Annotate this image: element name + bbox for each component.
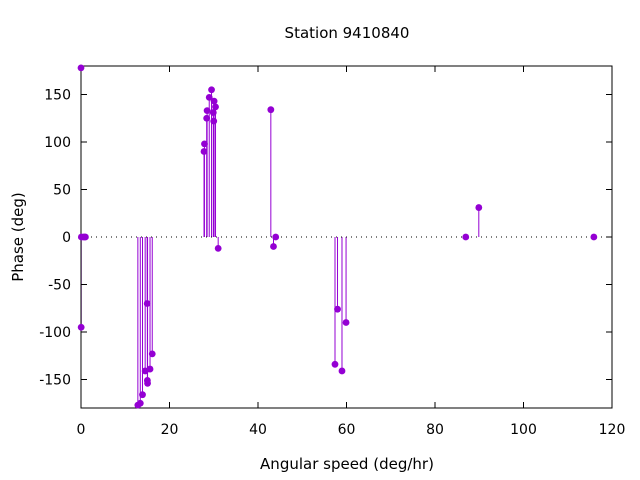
data-point <box>82 233 89 241</box>
data-point <box>200 148 208 155</box>
data-point <box>338 367 346 375</box>
y-axis: -150 -100 -50 0 50 100 150 <box>39 88 612 389</box>
data-point <box>201 140 208 148</box>
x-tick-label: 80 <box>426 422 444 438</box>
data-point <box>331 360 339 368</box>
data-point <box>136 399 144 407</box>
data-point <box>475 204 483 211</box>
data-point <box>209 109 217 116</box>
data-points <box>77 64 598 409</box>
data-point <box>148 350 156 358</box>
x-tick-label: 120 <box>599 422 626 438</box>
data-point <box>146 365 154 373</box>
data-point <box>77 64 85 72</box>
data-point <box>272 233 280 241</box>
x-tick-label: 100 <box>510 422 537 438</box>
x-axis: 0 20 40 60 80 100 120 <box>77 66 626 438</box>
data-point <box>210 97 218 105</box>
data-point <box>334 305 341 313</box>
data-point <box>139 391 146 399</box>
y-axis-label: Phase (deg) <box>9 192 27 282</box>
chart-title: Station 9410840 <box>285 24 410 42</box>
data-point <box>208 86 215 94</box>
data-point <box>143 300 151 307</box>
data-point <box>590 233 598 241</box>
y-tick-label: -150 <box>39 373 71 389</box>
data-point <box>203 114 211 122</box>
data-point <box>77 323 85 331</box>
x-tick-label: 60 <box>338 422 356 438</box>
y-tick-label: 100 <box>44 135 71 151</box>
data-point <box>270 243 277 250</box>
data-point <box>212 103 219 111</box>
data-point <box>144 379 151 387</box>
x-tick-label: 40 <box>249 422 267 438</box>
y-tick-label: 150 <box>44 88 71 104</box>
data-point <box>462 233 470 241</box>
y-tick-label: -50 <box>48 278 71 294</box>
data-point <box>214 245 222 252</box>
x-tick-label: 0 <box>77 422 86 438</box>
data-point <box>342 319 350 326</box>
impulse-lines <box>80 67 480 406</box>
x-axis-label: Angular speed (deg/hr) <box>260 455 434 473</box>
y-tick-label: -100 <box>39 325 71 341</box>
data-point <box>210 117 218 125</box>
y-tick-label: 50 <box>53 183 71 199</box>
data-point <box>267 106 275 114</box>
data-point <box>205 93 213 101</box>
data-point <box>203 107 211 115</box>
x-tick-label: 20 <box>161 422 179 438</box>
y-tick-label: 0 <box>62 230 71 246</box>
